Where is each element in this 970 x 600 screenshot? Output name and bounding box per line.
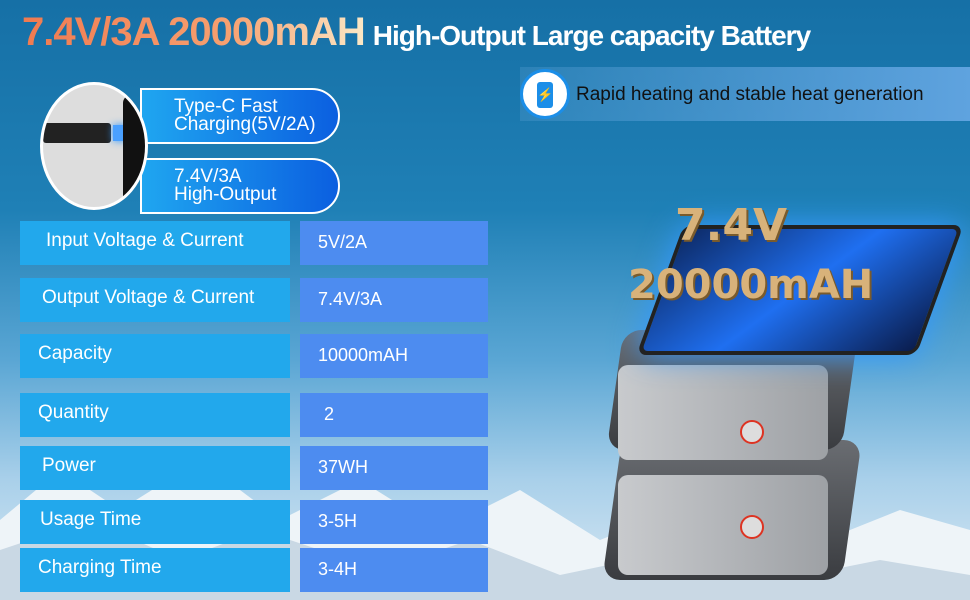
spec-value: 3-5H (300, 500, 488, 544)
badge-line: Type-C Fast (174, 96, 278, 117)
spec-label: Usage Time (20, 500, 290, 544)
spec-value: 5V/2A (300, 221, 488, 265)
battery-top-face (618, 365, 828, 460)
voltage-label: 7.4V (675, 200, 787, 251)
headline: 7.4V/3A 20000mAH High-Output Large capaci… (22, 10, 811, 55)
feature-banner: ⚡ Rapid heating and stable heat generati… (520, 67, 970, 121)
badge-output: 7.4V/3A High-Output (140, 158, 340, 214)
feature-text: Rapid heating and stable heat generation (576, 84, 924, 105)
spec-value: 7.4V/3A (300, 278, 488, 322)
power-bank-icon: ⚡ (520, 69, 570, 119)
badge-line: 7.4V/3A (174, 166, 242, 187)
spec-label: Output Voltage & Current (20, 278, 290, 322)
spec-label: Input Voltage & Current (20, 221, 290, 265)
spec-label: Power (20, 446, 290, 490)
badge-line: Charging(5V/2A) (174, 114, 316, 135)
power-button-icon (740, 515, 764, 539)
spec-label: Quantity (20, 393, 290, 437)
headline-subtitle: High-Output Large capacity Battery (372, 20, 811, 51)
type-c-port-photo (40, 82, 148, 210)
spec-label: Charging Time (20, 548, 290, 592)
headline-highlight: 7.4V/3A 20000mAH (22, 10, 366, 54)
badge-line: High-Output (174, 184, 277, 205)
capacity-label: 20000mAH (628, 262, 874, 308)
spec-value: 3-4H (300, 548, 488, 592)
battery-bottom-face (618, 475, 828, 575)
spec-value: 37WH (300, 446, 488, 490)
power-button-icon (740, 420, 764, 444)
spec-value: 10000mAH (300, 334, 488, 378)
badge-type-c: Type-C Fast Charging(5V/2A) (140, 88, 340, 144)
spec-value: 2 (300, 393, 488, 437)
spec-label: Capacity (20, 334, 290, 378)
